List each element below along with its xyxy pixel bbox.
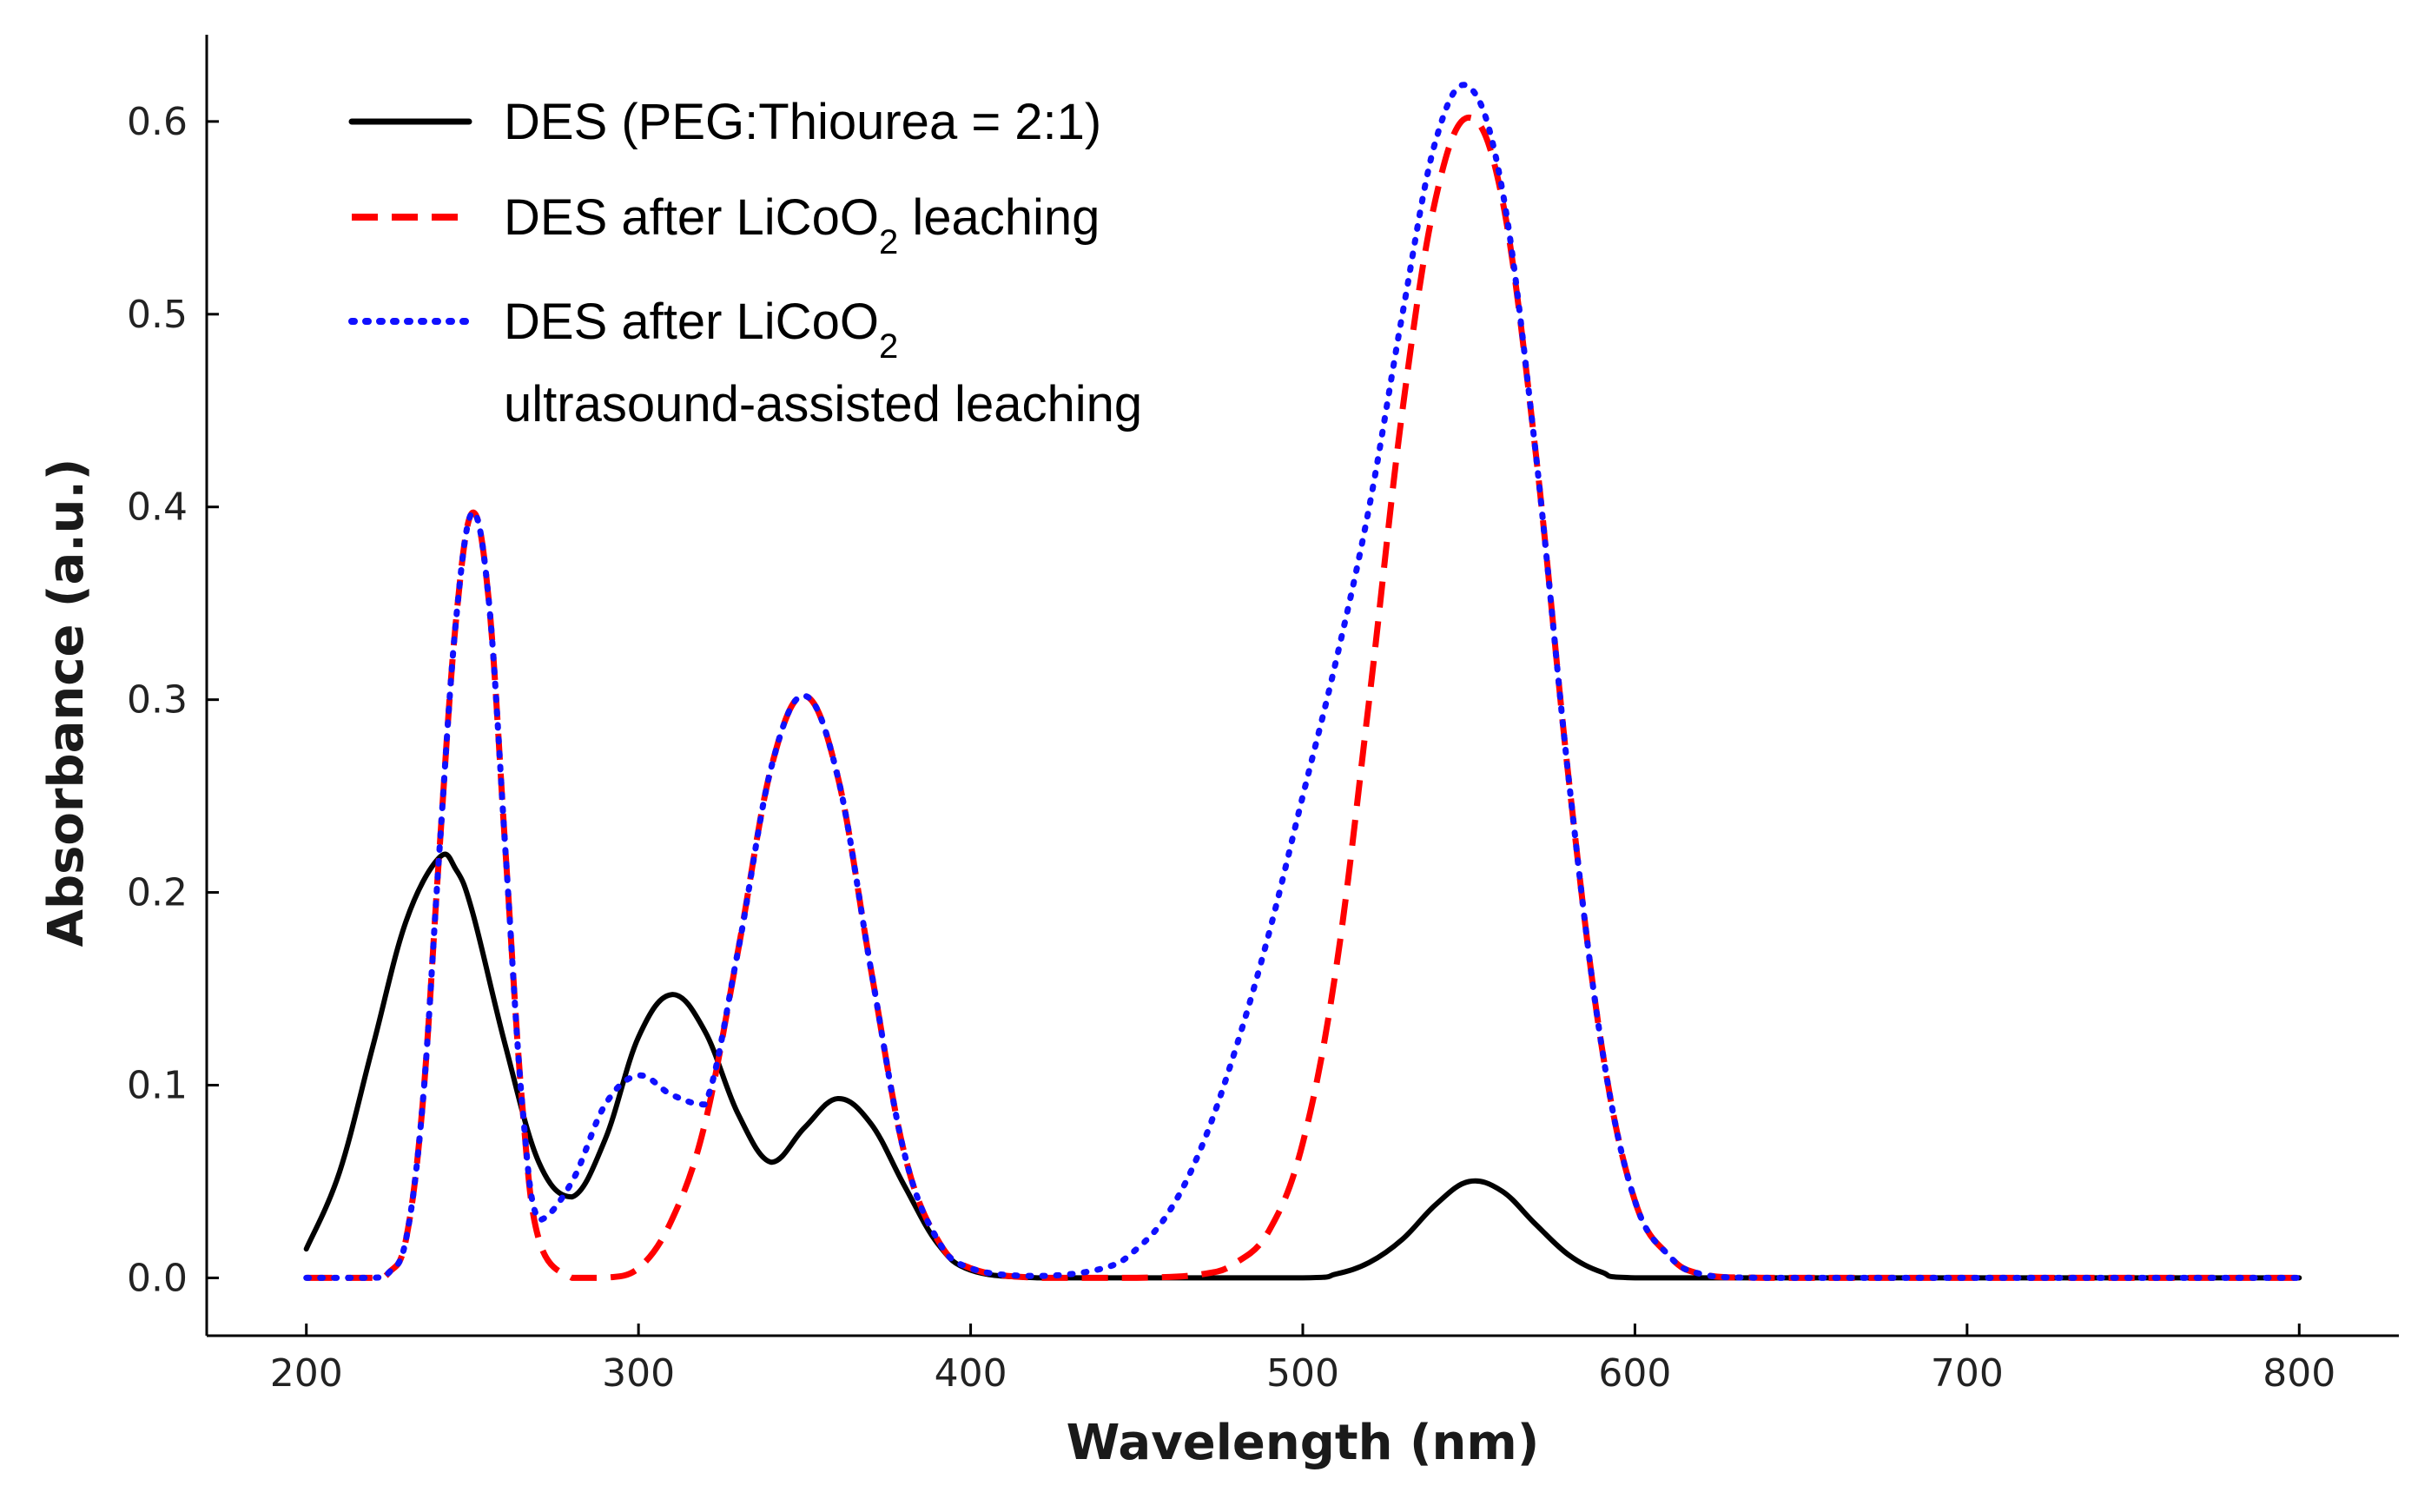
x-tick-label: 500 — [1266, 1351, 1339, 1396]
y-tick-label: 0.3 — [127, 678, 188, 723]
series-line-3 — [303, 82, 2302, 1281]
legend-label-3: DES after LiCoO2 — [504, 294, 898, 366]
x-tick-label: 600 — [1598, 1351, 1671, 1396]
y-tick-label: 0.5 — [127, 293, 188, 337]
legend-label-3: ultrasound-assisted leaching — [504, 376, 1142, 432]
series-line-2 — [306, 114, 2300, 1281]
y-tick-label: 0.0 — [127, 1256, 188, 1300]
series-line-1 — [303, 851, 2302, 1281]
x-tick-label: 700 — [1931, 1351, 2004, 1396]
y-tick-label: 0.6 — [127, 100, 188, 144]
y-tick-label: 0.1 — [127, 1063, 188, 1107]
x-tick-label: 400 — [935, 1351, 1007, 1396]
legend-label-2: DES after LiCoO2 leaching — [504, 189, 1100, 261]
x-tick-label: 300 — [602, 1351, 675, 1396]
y-tick-label: 0.4 — [127, 485, 188, 530]
legend-label-1: DES (PEG:Thiourea = 2:1) — [504, 94, 1101, 150]
y-axis-title: Absorbance (a.u.) — [38, 459, 95, 947]
y-tick-label: 0.2 — [127, 871, 188, 915]
x-tick-label: 200 — [270, 1351, 343, 1396]
x-tick-label: 800 — [2263, 1351, 2335, 1396]
x-axis-title: Wavelength (nm) — [1067, 1415, 1540, 1471]
